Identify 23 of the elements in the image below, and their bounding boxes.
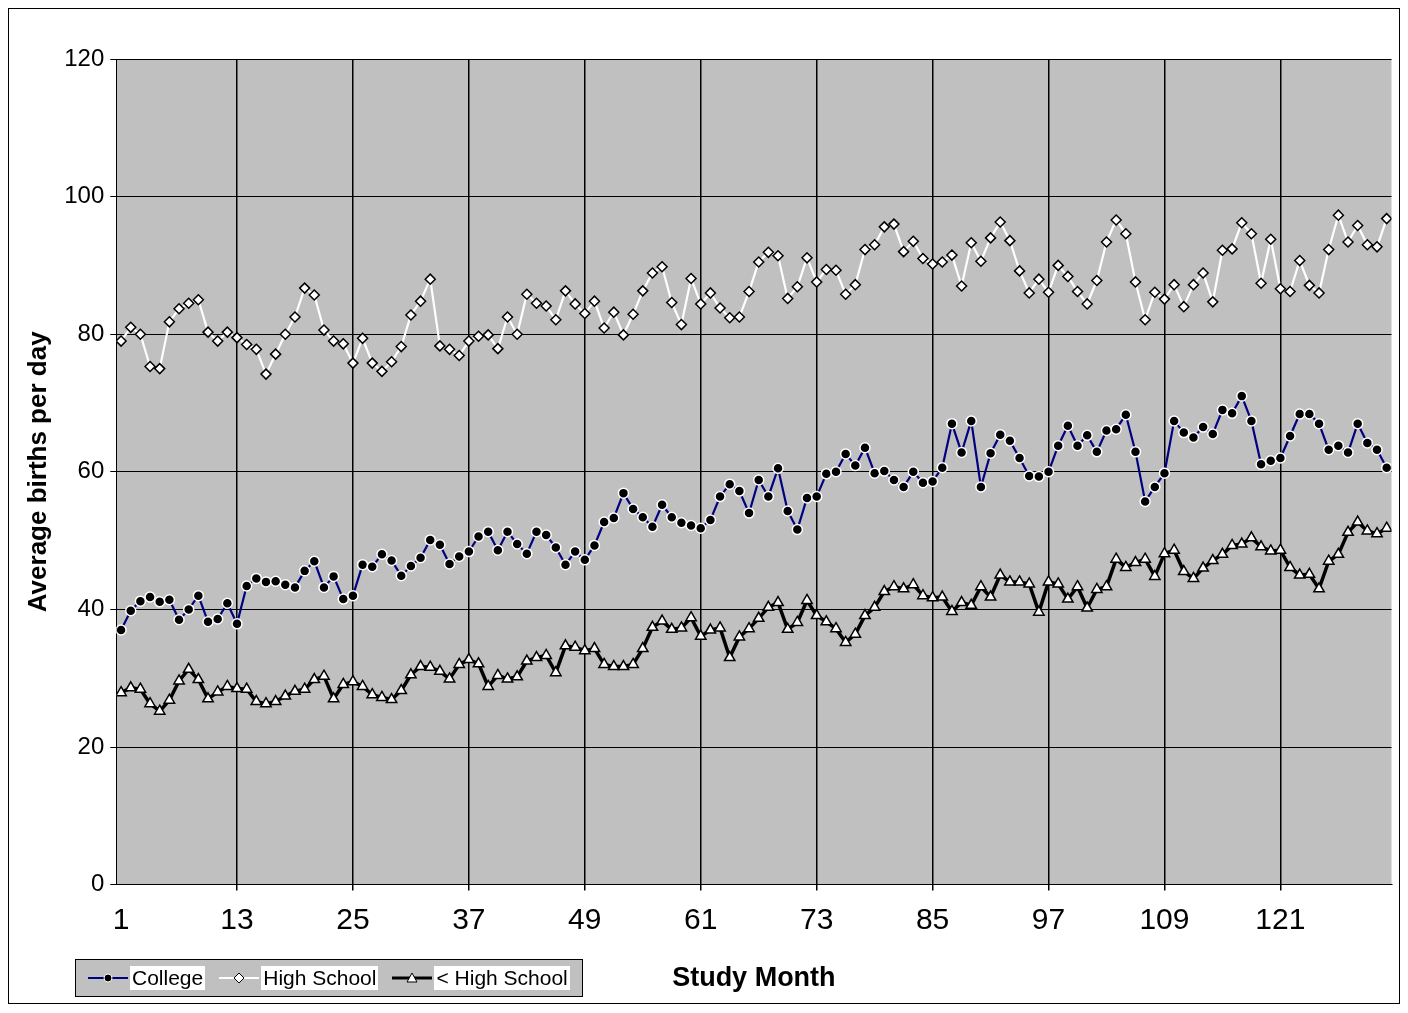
y-tick-label: 120 bbox=[64, 43, 105, 71]
y-tick-label: 60 bbox=[77, 456, 105, 484]
y-tick-label: 100 bbox=[64, 181, 105, 209]
x-tick-label: 121 bbox=[1255, 901, 1306, 935]
y-tick-label: 20 bbox=[77, 731, 105, 759]
legend-label: High School bbox=[261, 966, 379, 990]
y-tick-label: 0 bbox=[90, 869, 105, 897]
x-tick-label: 25 bbox=[336, 901, 370, 935]
x-tick-label: 1 bbox=[112, 901, 130, 935]
x-axis-title: Study Month bbox=[672, 962, 836, 993]
x-tick-label: 49 bbox=[568, 901, 602, 935]
x-tick-label: 85 bbox=[915, 901, 950, 935]
x-tick-label: 97 bbox=[1031, 901, 1066, 935]
legend-label: College bbox=[130, 966, 206, 990]
x-tick-label: 109 bbox=[1139, 901, 1190, 935]
y-tick-label: 80 bbox=[77, 318, 105, 346]
x-tick-label: 37 bbox=[452, 901, 486, 935]
x-tick-label: 61 bbox=[684, 901, 718, 935]
y-tick-label: 40 bbox=[77, 594, 105, 622]
legend-label: < High School bbox=[434, 966, 570, 990]
x-tick-label: 13 bbox=[220, 901, 254, 935]
y-axis-title: Average births per day bbox=[21, 330, 52, 613]
x-tick-label: 73 bbox=[799, 901, 834, 935]
